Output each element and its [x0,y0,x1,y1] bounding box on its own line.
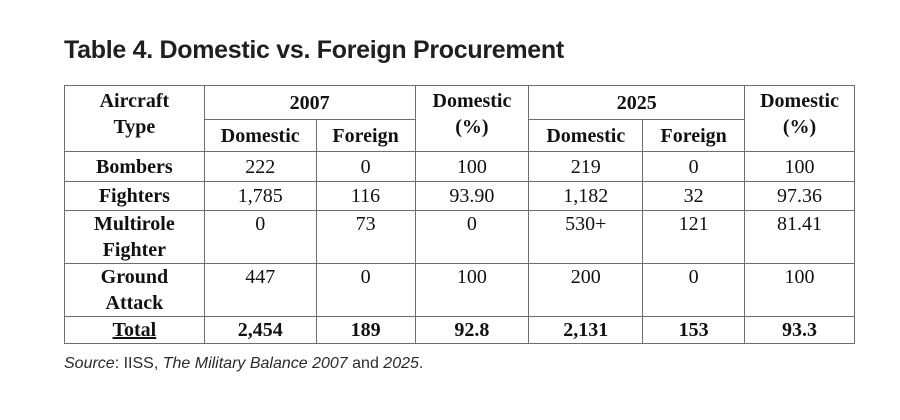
header-year-2025: 2025 [528,85,746,120]
source-note: Source: IISS, The Military Balance 2007 … [64,355,424,372]
cell-domestic-2025: 530+ [528,210,644,264]
row-label: Bombers [64,151,205,182]
table-row: Multirole Fighter 0 73 0 530+ 121 81.41 [64,210,855,264]
total-pct-2007: 92.8 [414,316,530,344]
cell-foreign-2025: 121 [642,210,746,264]
cell-pct-2007: 100 [414,263,530,317]
cell-domestic-2007: 447 [203,263,317,317]
cell-pct-2025: 100 [744,263,855,317]
cell-foreign-2007: 73 [315,210,416,264]
cell-foreign-2025: 0 [642,263,746,317]
cell-pct-2007: 93.90 [414,181,530,211]
header-domestic-pct-2025: Domestic (%) [744,85,855,152]
cell-pct-2007: 100 [414,151,530,182]
cell-domestic-2025: 219 [528,151,644,182]
total-row: Total 2,454 189 92.8 2,131 153 93.3 [64,316,855,344]
row-label: Fighters [64,181,205,211]
header-domestic-2025: Domestic [528,119,644,152]
table-row: Fighters 1,785 116 93.90 1,182 32 97.36 [64,181,855,211]
header-year-2007: 2007 [203,85,416,120]
total-domestic-2025: 2,131 [528,316,644,344]
header-row-2: Domestic Foreign Domestic Foreign [65,119,855,152]
table-row: Ground Attack 447 0 100 200 0 100 [64,263,855,317]
table-title: Table 4. Domestic vs. Foreign Procuremen… [64,36,564,64]
header-foreign-2025: Foreign [642,119,746,152]
cell-foreign-2007: 0 [315,263,416,317]
header-aircraft-type: Aircraft Type [64,85,205,152]
cell-foreign-2025: 0 [642,151,746,182]
cell-domestic-2025: 1,182 [528,181,644,211]
table-row: Bombers 222 0 100 219 0 100 [64,151,855,182]
cell-pct-2025: 81.41 [744,210,855,264]
header-row-1: Aircraft Type 2007 Domestic (%) 2025 Dom… [64,85,855,152]
cell-pct-2025: 100 [744,151,855,182]
procurement-table: Aircraft Type 2007 Domestic (%) 2025 Dom… [64,85,855,344]
cell-domestic-2025: 200 [528,263,644,317]
row-label: Multirole Fighter [64,210,205,264]
cell-pct-2007: 0 [414,210,530,264]
cell-domestic-2007: 1,785 [203,181,317,211]
cell-foreign-2007: 116 [315,181,416,211]
total-domestic-2007: 2,454 [203,316,317,344]
total-foreign-2007: 189 [315,316,416,344]
cell-domestic-2007: 222 [203,151,317,182]
header-foreign-2007: Foreign [315,119,416,152]
cell-foreign-2025: 32 [642,181,746,211]
header-domestic-2007: Domestic [203,119,317,152]
cell-foreign-2007: 0 [315,151,416,182]
total-pct-2025: 93.3 [744,316,855,344]
header-domestic-pct-2007: Domestic (%) [414,85,530,152]
total-label: Total [64,316,205,344]
row-label: Ground Attack [64,263,205,317]
total-foreign-2025: 153 [642,316,746,344]
cell-pct-2025: 97.36 [744,181,855,211]
cell-domestic-2007: 0 [203,210,317,264]
